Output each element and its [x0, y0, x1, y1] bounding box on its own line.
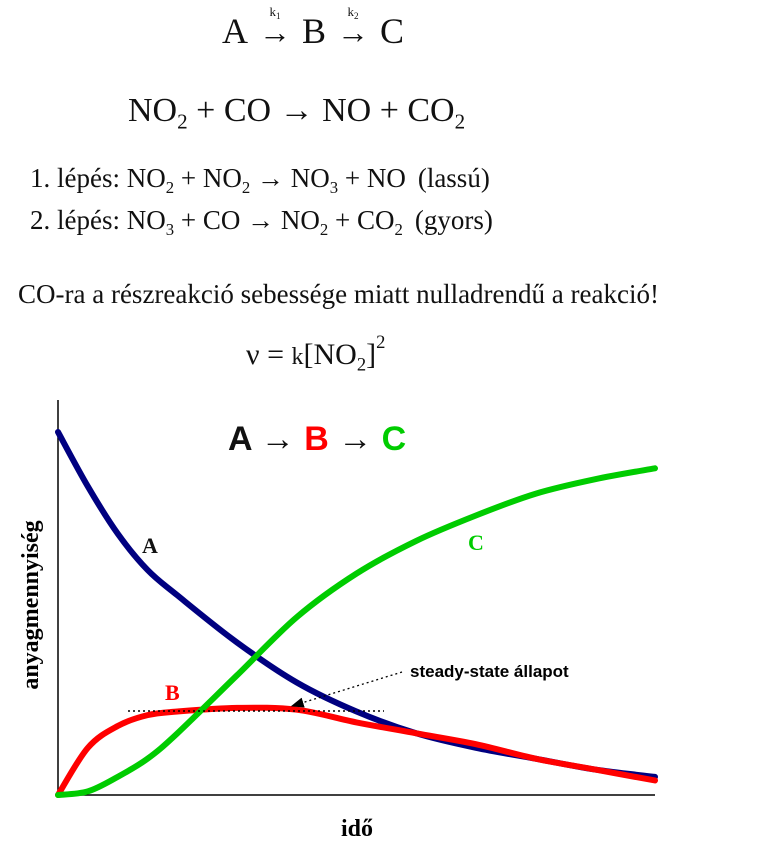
chart-title-arrow: →: [329, 420, 382, 458]
rate-constant-k2: k2: [347, 4, 359, 22]
series-group: [55, 429, 658, 798]
mechanism-step-2: 2. lépés: NO3 + CO → NO2 + CO2 (gyors): [30, 205, 493, 239]
series-line-b: [55, 704, 658, 798]
species-a: A: [222, 11, 248, 51]
overall-equation: NO2 + CO → NO + CO2: [128, 92, 466, 134]
x-axis-label: idő: [341, 816, 373, 842]
chart-title-b: B: [304, 420, 329, 458]
series-label-c: C: [468, 530, 484, 555]
rate-law: ν = k[NO2]2: [246, 332, 386, 376]
rate-constant-k1: k1: [269, 4, 281, 22]
chart-title-c: C: [382, 420, 407, 458]
order-note: CO-ra a részreakció sebessége miatt null…: [18, 279, 659, 309]
mechanism-step-1: 1. lépés: NO2 + NO2 → NO3 + NO (lassú): [30, 163, 490, 197]
steady-state-annotation: steady-state állapot: [410, 662, 569, 681]
y-axis-label: anyagmennyiség: [18, 520, 44, 689]
chart-title-arrow: →: [251, 420, 304, 458]
species-b: B: [302, 11, 327, 51]
arrow-k1: k1 →: [252, 4, 298, 52]
axes: [57, 400, 655, 796]
steady-state-arrow: [290, 671, 403, 708]
chart-title: A → B → C: [228, 420, 406, 458]
series-label-b: B: [165, 680, 180, 705]
chart-title-a: A: [228, 420, 252, 458]
series-line-c: [55, 465, 658, 798]
species-c: C: [380, 11, 405, 51]
step-speed: (gyors): [414, 205, 493, 235]
step-label: 1. lépés:: [30, 163, 120, 193]
step-label: 2. lépés:: [30, 205, 120, 235]
step-speed: (lassú): [417, 163, 490, 193]
series-label-a: A: [142, 533, 158, 558]
arrow-k2: k2 →: [330, 4, 376, 52]
